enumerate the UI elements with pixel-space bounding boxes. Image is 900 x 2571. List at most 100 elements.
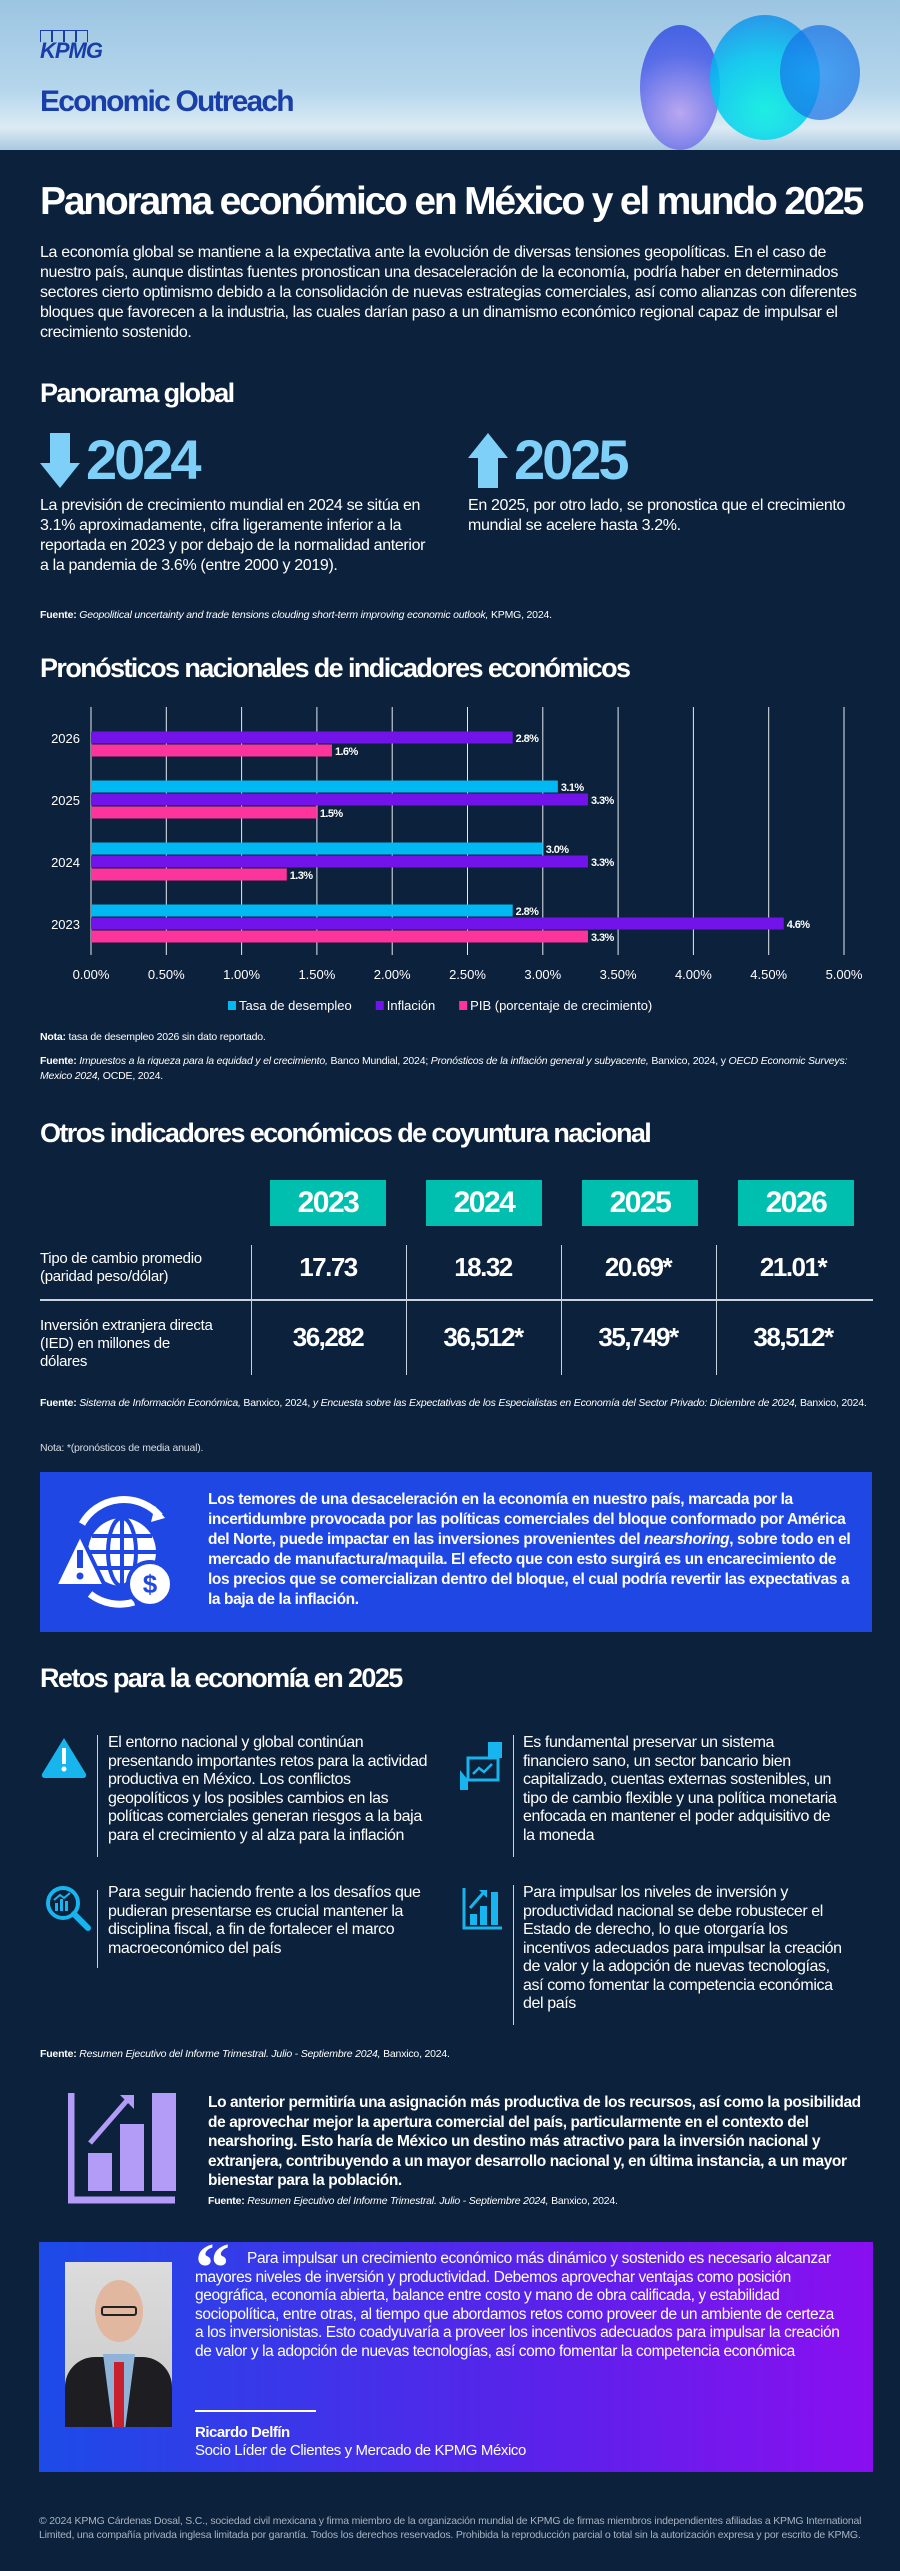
- y-category-label: 2024: [51, 855, 80, 870]
- quote-text: Para impulsar un crecimiento económico m…: [195, 2250, 840, 2360]
- x-tick-label: 0.50%: [148, 967, 185, 982]
- divider: [513, 1735, 514, 1857]
- legend-swatch: [459, 1001, 468, 1010]
- year-header-2024: 2024: [426, 1180, 542, 1226]
- divider: [97, 1735, 98, 1857]
- challenge-item: El entorno nacional y global continúan p…: [108, 1734, 428, 1844]
- conclusion-source: Fuente: Resumen Ejecutivo del Informe Tr…: [208, 2195, 618, 2207]
- arrow-down-icon: [40, 433, 80, 488]
- x-tick-label: 3.00%: [524, 967, 561, 982]
- alert-text: Los temores de una desaceleración en la …: [208, 1491, 851, 1608]
- table-cell: 18.32: [454, 1252, 513, 1282]
- x-tick-label: 5.00%: [826, 967, 863, 982]
- section-heading-forecast: Pronósticos nacionales de indicadores ec…: [40, 653, 631, 683]
- year-header-2023: 2023: [270, 1180, 386, 1226]
- challenge-item: Es fundamental preservar un sistema fina…: [523, 1734, 837, 1844]
- growth-bars-icon: [68, 2093, 176, 2204]
- indicators-note: Nota: *(pronósticos de media anual).: [40, 1442, 204, 1454]
- x-tick-label: 1.50%: [298, 967, 335, 982]
- challenges-source: Fuente: Resumen Ejecutivo del Informe Tr…: [40, 2048, 450, 2060]
- intro-paragraph: La economía global se mantiene a la expe…: [40, 244, 857, 341]
- challenge-item: Para impulsar los niveles de inversión y…: [523, 1884, 842, 2012]
- year-2025-indicator: 2025: [468, 428, 630, 491]
- bar: [91, 731, 513, 744]
- global-2025-text: En 2025, por otro lado, se pronostica qu…: [468, 497, 846, 534]
- data-label: 3.1%: [561, 782, 584, 794]
- bar: [91, 842, 543, 855]
- alert-callout: $ Los temores de una desaceleración en l…: [40, 1472, 872, 1632]
- forecast-note: Nota: tasa de desempleo 2026 sin dato re…: [40, 1031, 266, 1043]
- x-tick-label: 4.00%: [675, 967, 712, 982]
- bar: [91, 868, 287, 881]
- svg-text:$: $: [143, 1569, 158, 1599]
- brand-title: Economic Outreach: [40, 85, 295, 118]
- table-cell: 21.01*: [759, 1252, 828, 1282]
- divider: [195, 2410, 316, 2412]
- table-cell: 20.69*: [604, 1252, 673, 1282]
- y-category-label: 2026: [51, 731, 80, 746]
- magnifier-chart-icon: [46, 1886, 91, 1931]
- data-label: 1.3%: [290, 870, 313, 882]
- challenge-item: Para seguir haciendo frente a los desafí…: [108, 1884, 421, 1957]
- conclusion-text: Lo anterior permitiría una asignación má…: [208, 2094, 861, 2189]
- bar: [91, 780, 558, 793]
- table-cell: 36,512*: [443, 1322, 524, 1352]
- year-header-2025: 2025: [582, 1180, 698, 1226]
- table-cell: 38,512*: [753, 1322, 834, 1352]
- x-tick-label: 0.00%: [73, 967, 110, 982]
- year-header-2026: 2026: [738, 1180, 854, 1226]
- global-source: Fuente: Geopolitical uncertainty and tra…: [40, 609, 552, 621]
- data-label: 3.3%: [591, 795, 614, 807]
- kpmg-logo: KPMG: [40, 30, 103, 64]
- indicators-source: Fuente: Sistema de Información Económica…: [40, 1397, 867, 1409]
- finance-tablet-icon: [460, 1742, 502, 1790]
- section-heading-indicators: Otros indicadores económicos de coyuntur…: [40, 1118, 652, 1148]
- x-tick-label: 4.50%: [750, 967, 787, 982]
- quote-mark-icon: “: [195, 2230, 230, 2307]
- divider: [561, 1245, 562, 1375]
- divider: [716, 1245, 717, 1375]
- year-2024-indicator: 2024: [40, 428, 202, 491]
- x-tick-label: 3.50%: [600, 967, 637, 982]
- divider: [251, 1245, 252, 1375]
- legend-swatch: [228, 1001, 236, 1010]
- growth-chart-icon: [462, 1888, 502, 1930]
- quote-callout: “ Para impulsar un crecimiento económico…: [39, 2234, 873, 2472]
- speaker-role: Socio Líder de Clientes y Mercado de KPM…: [195, 2442, 526, 2459]
- speaker-name: Ricardo Delfín: [195, 2424, 290, 2441]
- x-tick-label: 2.00%: [374, 967, 411, 982]
- bar: [91, 793, 588, 806]
- warning-icon: [41, 1738, 87, 1778]
- x-tick-label: 1.00%: [223, 967, 260, 982]
- row-label-fdi: Inversión extranjera directa (IED) en mi…: [40, 1317, 213, 1370]
- bar: [91, 855, 588, 868]
- legend-label: Tasa de desempleo: [239, 998, 352, 1013]
- section-heading-global: Panorama global: [40, 378, 235, 408]
- table-cell: 35,749*: [598, 1322, 679, 1352]
- arrow-up-icon: [468, 433, 508, 488]
- divider: [513, 1885, 514, 2025]
- divider: [97, 1890, 98, 1968]
- legend-swatch: [375, 1001, 384, 1010]
- data-label: 2.8%: [516, 906, 539, 918]
- data-label: 3.3%: [591, 857, 614, 869]
- y-category-label: 2023: [51, 917, 80, 932]
- table-cell: 36,282: [292, 1322, 365, 1352]
- decorative-orb: [780, 25, 860, 120]
- bar: [91, 744, 332, 757]
- year-2025: 2025: [514, 428, 630, 491]
- y-category-label: 2025: [51, 793, 80, 808]
- legend-label: Inflación: [387, 998, 435, 1013]
- page-title: Panorama económico en México y el mundo …: [40, 180, 864, 223]
- bar: [91, 917, 784, 930]
- forecast-source: Fuente: Impuestos a la riqueza para la e…: [40, 1055, 848, 1082]
- data-label: 3.3%: [591, 932, 614, 944]
- year-2024: 2024: [86, 428, 202, 491]
- data-label: 1.5%: [320, 808, 343, 820]
- footer-legal: © 2024 KPMG Cárdenas Dosal, S.C., socied…: [39, 2515, 862, 2541]
- data-label: 4.6%: [787, 919, 810, 931]
- bar: [91, 904, 513, 917]
- data-label: 1.6%: [335, 746, 358, 758]
- global-2024-text: La previsión de crecimiento mundial en 2…: [40, 497, 426, 574]
- decorative-orb: [640, 25, 720, 150]
